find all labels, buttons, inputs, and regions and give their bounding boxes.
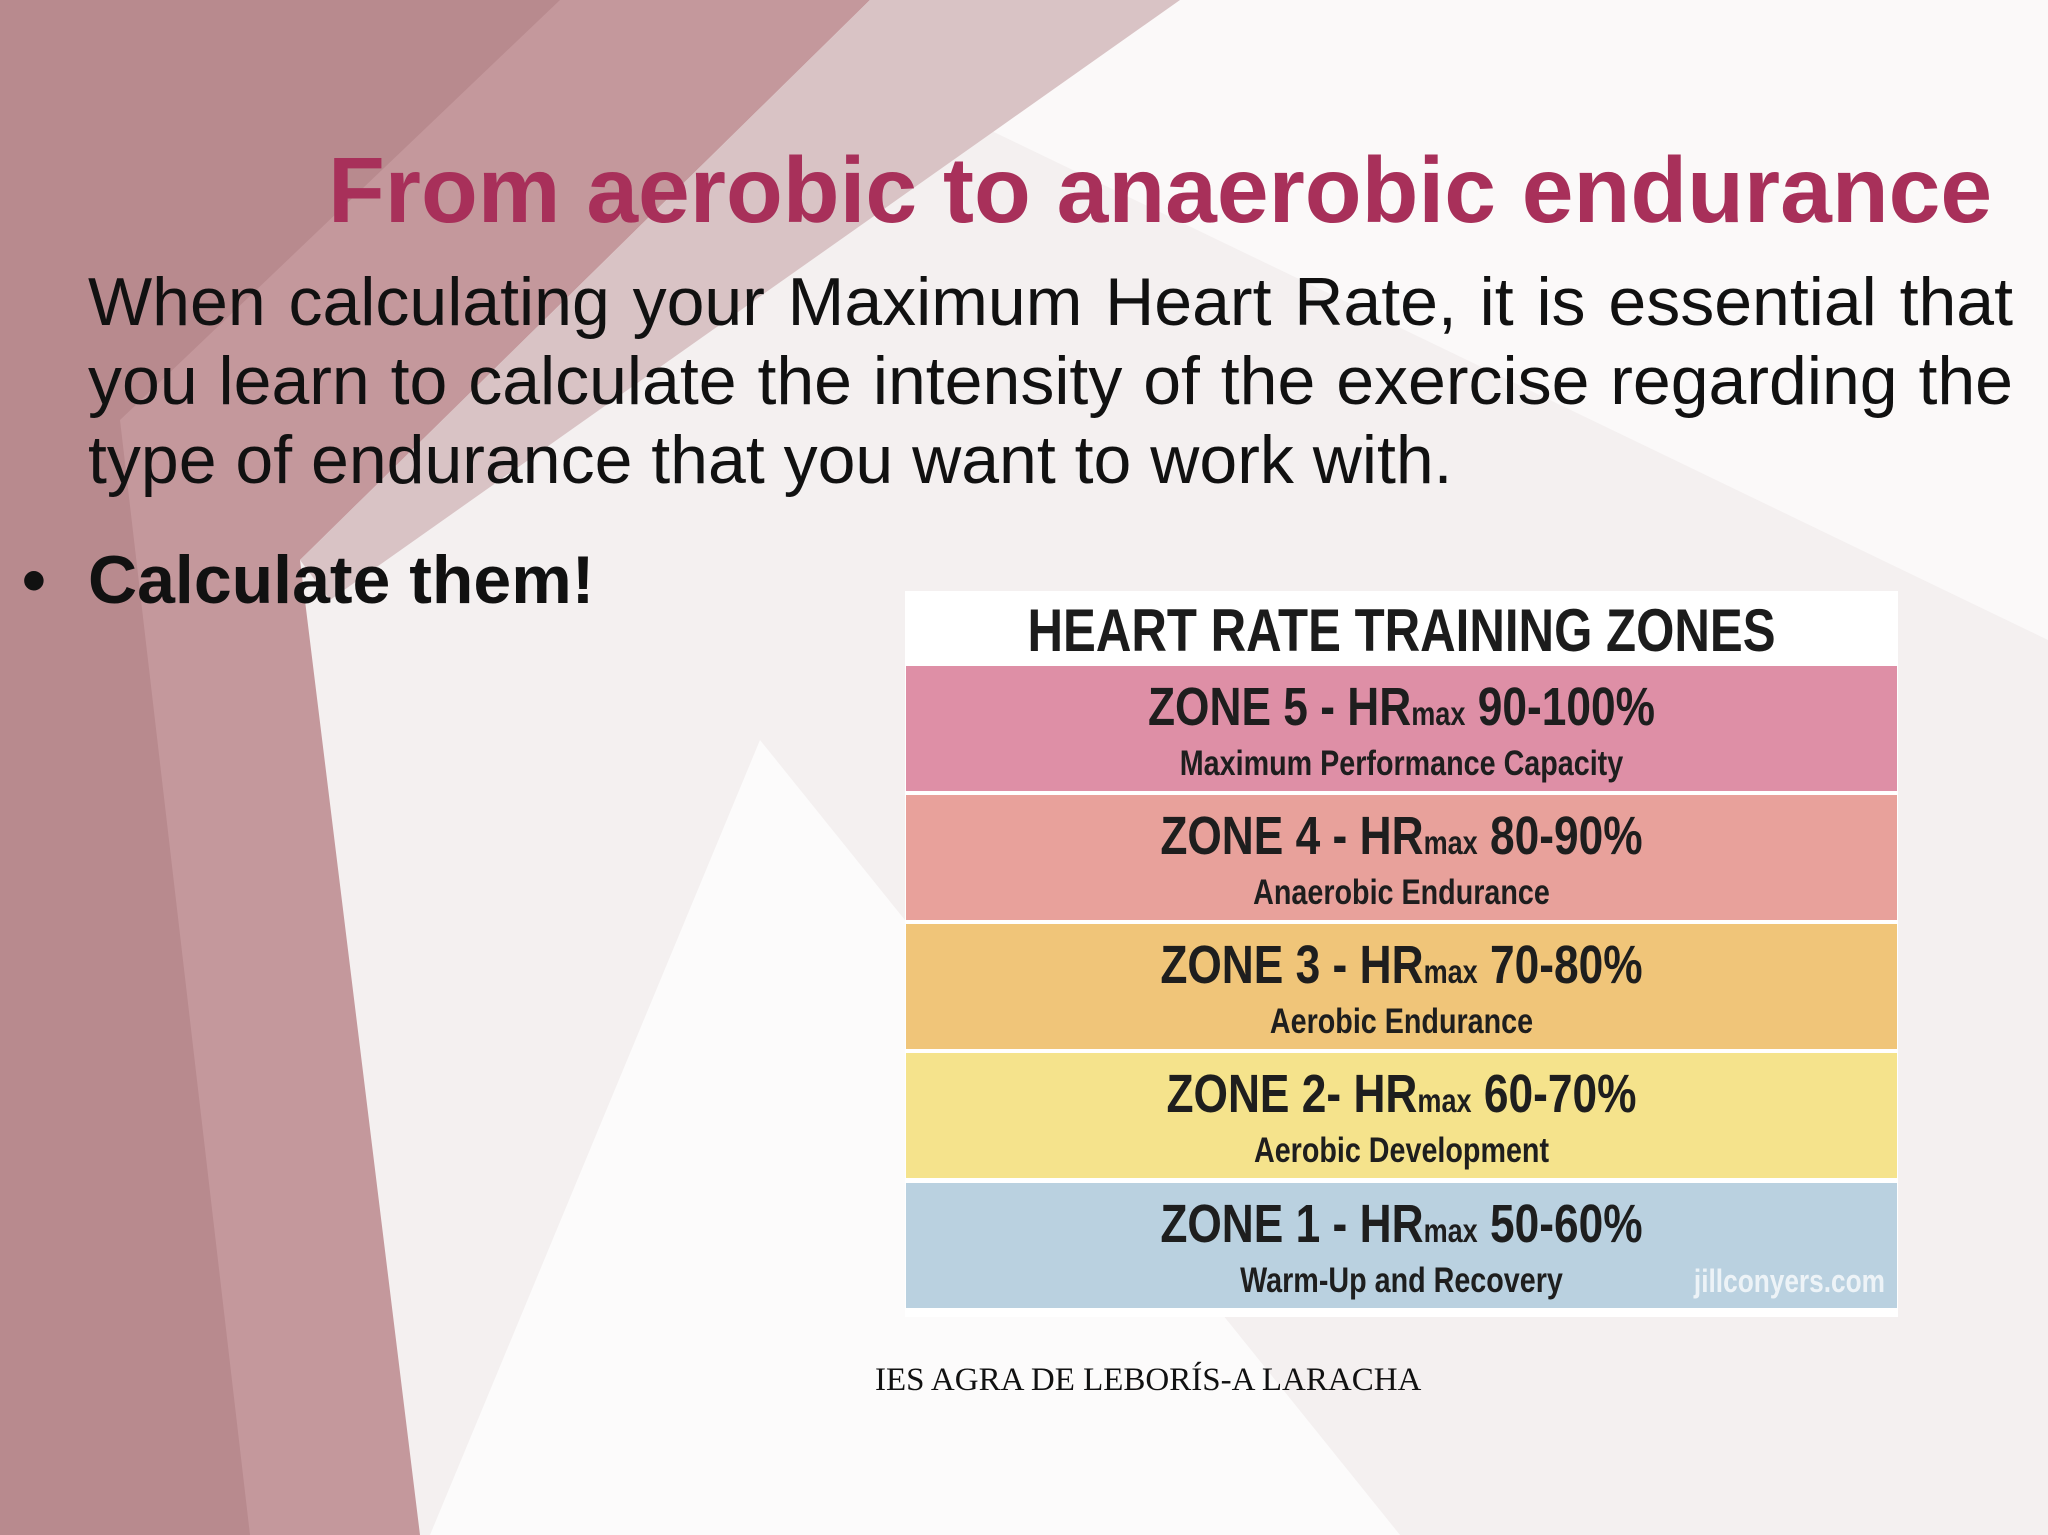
zone-max: max [1423, 953, 1478, 990]
zones-title: HEART RATE TRAINING ZONES [1027, 597, 1776, 664]
zone-label: ZONE 2- [1166, 1064, 1354, 1124]
zone-range: 90-100% [1465, 677, 1655, 737]
zone-range: 80-90% [1477, 806, 1643, 866]
zone-label: ZONE 3 - [1160, 935, 1360, 995]
zone-1-name: Warm-Up and Recovery [1240, 1261, 1563, 1300]
zone-2-heading: ZONE 2- HRmax 60-70% [995, 1063, 1808, 1132]
zone-max: max [1411, 695, 1466, 732]
zone-max: max [1423, 824, 1478, 861]
zone-max: max [1423, 1212, 1478, 1249]
zone-range: 70-80% [1477, 935, 1643, 995]
zone-1-heading: ZONE 1 - HRmax 50-60% [995, 1193, 1808, 1262]
zone-2-name: Aerobic Development [1253, 1131, 1550, 1170]
intro-paragraph: When calculating your Maximum Heart Rate… [88, 264, 2013, 498]
zone-4-name: Anaerobic Endurance [1253, 873, 1550, 912]
heart-rate-zones-image: HEART RATE TRAINING ZONES ZONE 5 - HRmax… [905, 591, 1898, 1317]
zone-hr: HR [1359, 935, 1424, 995]
zone-4-heading: ZONE 4 - HRmax 80-90% [995, 805, 1808, 874]
zone-label: ZONE 4 - [1160, 806, 1360, 866]
zone-hr: HR [1353, 1064, 1418, 1124]
zone-2-band: ZONE 2- HRmax 60-70% Aerobic Development [906, 1053, 1897, 1178]
zone-range: 60-70% [1471, 1064, 1637, 1124]
zone-label: ZONE 5 - [1148, 677, 1348, 737]
zone-max: max [1417, 1082, 1472, 1119]
zone-label: ZONE 1 - [1160, 1194, 1360, 1254]
zone-5-heading: ZONE 5 - HRmax 90-100% [995, 676, 1808, 745]
zone-3-name: Aerobic Endurance [1269, 1002, 1534, 1041]
zone-hr: HR [1359, 806, 1424, 866]
zone-1-band: ZONE 1 - HRmax 50-60% Warm-Up and Recove… [906, 1183, 1897, 1308]
zone-hr: HR [1347, 677, 1412, 737]
zone-hr: HR [1359, 1194, 1424, 1254]
bullet-icon: • [22, 542, 46, 618]
bullet-item: • Calculate them! [22, 540, 594, 620]
zone-5-name: Maximum Performance Capacity [1179, 744, 1624, 783]
zone-4-band: ZONE 4 - HRmax 80-90% Anaerobic Enduranc… [906, 795, 1897, 920]
bullet-text: Calculate them! [88, 542, 595, 618]
zone-3-heading: ZONE 3 - HRmax 70-80% [995, 934, 1808, 1003]
zone-range: 50-60% [1477, 1194, 1643, 1254]
footer-text: IES AGRA DE LEBORÍS-A LARACHA [875, 1362, 1422, 1398]
watermark-text: jillconyers.com [1693, 1263, 1885, 1299]
zone-5-band: ZONE 5 - HRmax 90-100% Maximum Performan… [906, 666, 1897, 791]
zone-3-band: ZONE 3 - HRmax 70-80% Aerobic Endurance [906, 924, 1897, 1049]
slide-title: From aerobic to anaerobic endurance [328, 138, 1993, 242]
